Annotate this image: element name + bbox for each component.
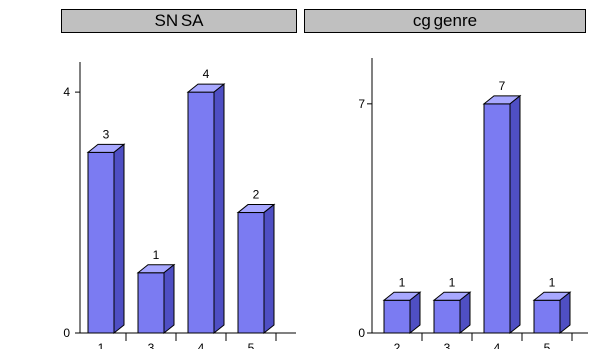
bar-side-1-1 [459, 291, 471, 335]
y-tick-label-0-0: 0 [63, 326, 70, 340]
y-tick-label-1-1: 7 [358, 97, 365, 111]
bar-side-0-3 [263, 203, 275, 335]
data-label-0-1: 1 [153, 248, 160, 262]
chart-title-cg-genre: cg genre [304, 9, 586, 33]
bar-side-0-0 [113, 143, 125, 335]
category-label-0-0: 1 [98, 341, 105, 349]
category-label-1-1: 3 [444, 341, 451, 349]
bar-side-0-1 [163, 263, 175, 335]
category-label-0-3: 5 [248, 341, 255, 349]
data-label-0-3: 2 [253, 188, 260, 202]
category-label-0-1: 3 [148, 341, 155, 349]
chart-title-sn-sa: SN SA [61, 9, 297, 33]
bar-0-2 [187, 91, 215, 334]
bar-side-1-3 [559, 291, 571, 335]
data-label-0-0: 3 [103, 127, 110, 141]
data-label-1-3: 1 [549, 275, 556, 289]
bar-1-1 [433, 299, 461, 334]
y-tick-label-1-0: 0 [358, 326, 365, 340]
bar-0-3 [237, 212, 265, 334]
bar-0-1 [137, 272, 165, 334]
data-label-0-2: 4 [203, 67, 210, 81]
bar-0-0 [87, 151, 115, 334]
bar-side-1-2 [509, 94, 521, 335]
category-label-1-0: 2 [394, 341, 401, 349]
bar-1-2 [483, 103, 511, 334]
data-label-1-1: 1 [449, 275, 456, 289]
bar-1-3 [533, 299, 561, 334]
category-label-1-3: 5 [544, 341, 551, 349]
data-label-1-0: 1 [399, 275, 406, 289]
bar-side-1-0 [409, 291, 421, 335]
data-label-1-2: 7 [499, 79, 506, 93]
category-label-0-2: 4 [198, 341, 205, 349]
y-tick-label-0-1: 4 [63, 85, 70, 99]
bar-1-0 [383, 299, 411, 334]
category-label-1-2: 4 [494, 341, 501, 349]
bar-side-0-2 [213, 83, 225, 335]
